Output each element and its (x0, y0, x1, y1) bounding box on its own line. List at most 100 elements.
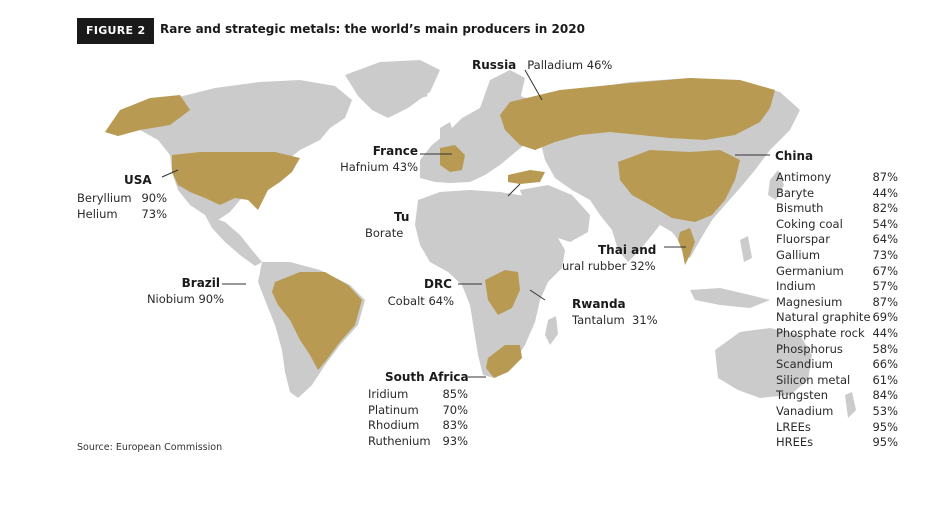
china-row-12: Scandium 66% (776, 357, 898, 373)
china-metal: Coking coal (776, 216, 843, 231)
usa-row-1: Helium 73% (77, 206, 167, 221)
figure-tag: FIGURE 2 (77, 18, 155, 44)
thailand-metal: ural rubber (562, 259, 627, 273)
china-metal: Gallium (776, 247, 821, 262)
china-metal: Phosphorus (776, 341, 843, 356)
china-share: 44% (872, 185, 898, 200)
france-item: Hafnium 43% (300, 160, 418, 174)
china-metal: Phosphate rock (776, 325, 865, 340)
brazil-landmass (272, 272, 362, 370)
turkey-metal: Borate (365, 226, 404, 240)
south-africa-row-0: Iridium 85% (368, 387, 468, 401)
china-row-2: Bismuth 82% (776, 201, 898, 217)
indonesia-landmass (690, 288, 770, 308)
china-metal: Baryte (776, 185, 815, 200)
brazil-item: Niobium 90% (120, 292, 224, 306)
china-share: 57% (872, 279, 898, 294)
china-metal: Magnesium (776, 294, 843, 309)
china-metal: Scandium (776, 357, 833, 372)
china-row-0: Antimony 87% (776, 170, 898, 186)
china-share: 58% (872, 341, 898, 356)
china-metal: HREEs (776, 435, 814, 450)
china-metal: Fluorspar (776, 232, 830, 247)
iceland-landmass (405, 88, 428, 100)
rwanda-leader-line (529, 289, 546, 301)
figure-title: Rare and strategic metals: the world’s m… (160, 22, 585, 36)
china-row-8: Magnesium 87% (776, 295, 898, 311)
south-africa-row-2: Rhodium 83% (368, 418, 468, 433)
middle-east-landmass (520, 185, 590, 242)
thailand-landmass (678, 228, 695, 265)
drc-item: Cobalt 64% (360, 294, 454, 308)
rwanda-item: Tantalum 31% (572, 313, 658, 327)
central-america-landmass (205, 215, 262, 266)
china-row-11: Phosphorus 58% (776, 342, 898, 358)
china-metal: Natural graphite (776, 310, 871, 325)
china-metal: Germanium (776, 263, 844, 278)
uk-landmass (440, 122, 455, 145)
alaska-landmass (105, 95, 190, 136)
thailand-country-name: Thai and (598, 243, 657, 257)
china-share: 64% (872, 232, 898, 247)
usa-leader-line (161, 169, 179, 178)
china-metal: Indium (776, 279, 816, 294)
china-share: 53% (872, 403, 898, 418)
turkey-landmass (508, 170, 545, 184)
china-row-14: Tungsten 84% (776, 388, 898, 404)
rwanda-metal: Tantalum (572, 313, 625, 327)
south-africa-country-name: South Africa (385, 370, 469, 384)
china-share: 84% (872, 388, 898, 403)
china-row-4: Fluorspar 64% (776, 232, 898, 248)
south-africa-row-1: Platinum 70% (368, 402, 468, 417)
china-share: 87% (872, 294, 898, 309)
russia-share: 46% (586, 58, 613, 72)
russia-metal: Palladium (527, 58, 584, 72)
china-share: 67% (872, 263, 898, 278)
new-zealand-landmass (845, 392, 856, 418)
france-metal: Hafnium (340, 160, 389, 174)
china-metal: Bismuth (776, 201, 824, 216)
drc-landmass (485, 270, 520, 315)
usa-metals-table: Beryllium 90% Helium 73% (77, 191, 167, 222)
leader-lines (161, 69, 770, 378)
drc-metal: Cobalt (387, 294, 425, 308)
south-africa-metals-table: Iridium 85% Platinum 70% Rhodium 83% Ruthen… (368, 387, 468, 449)
china-metals-table: Antimony 87% Baryte 44% Bismuth 82% Coking coa… (776, 170, 898, 451)
china-row-6: Germanium 67% (776, 264, 898, 280)
china-metal: Tungsten (776, 388, 829, 403)
china-row-15: Vanadium 53% (776, 404, 898, 420)
china-metal: Silicon metal (776, 372, 851, 387)
france-share: 43% (392, 160, 418, 174)
turkey-country-name: Tu (394, 210, 410, 224)
china-row-13: Silicon metal 61% (776, 373, 898, 389)
china-landmass (618, 150, 740, 222)
china-share: 73% (872, 247, 898, 262)
philippines-landmass (740, 236, 752, 262)
rwanda-country-name: Rwanda (572, 297, 626, 311)
china-row-10: Phosphate rock 44% (776, 326, 898, 342)
china-share: 66% (872, 357, 898, 372)
china-share: 44% (872, 325, 898, 340)
usa-row-0: Beryllium 90% (77, 191, 167, 205)
rwanda-share: 31% (632, 313, 658, 327)
highlighted-countries (105, 78, 775, 378)
france-landmass (440, 145, 465, 172)
china-row-16: LREEs 95% (776, 420, 898, 436)
japan-landmass (768, 170, 784, 200)
china-share: 54% (872, 216, 898, 231)
madagascar-landmass (545, 316, 558, 345)
china-row-17: HREEs 95% (776, 435, 898, 451)
russia-label: Russia Palladium 46% (472, 58, 612, 72)
china-metal: Antimony (776, 170, 832, 184)
china-share: 95% (872, 419, 898, 434)
drc-country-name: DRC (423, 277, 452, 291)
greenland-landmass (345, 60, 440, 118)
russia-leader-line (524, 69, 543, 101)
australia-landmass (715, 328, 812, 398)
thailand-share: 32% (630, 259, 656, 273)
russia-country-name: Russia (472, 58, 517, 72)
china-share: 95% (872, 435, 898, 450)
south-africa-landmass (486, 345, 522, 378)
russia-landmass (500, 78, 775, 150)
